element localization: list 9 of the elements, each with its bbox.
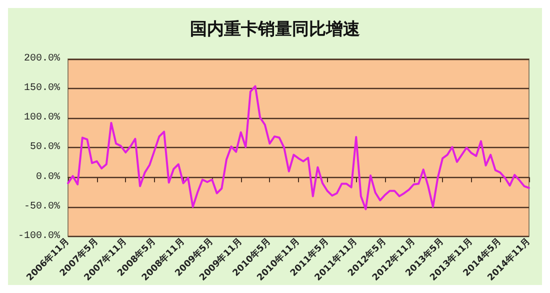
y-tick-label: 0.0% (36, 172, 60, 183)
y-tick-label: 50.0% (30, 142, 60, 154)
y-tick-label: -50.0% (24, 201, 60, 212)
y-tick-label: 100.0% (24, 112, 60, 124)
y-tick-label: 200.0% (24, 54, 60, 64)
chart-title: 国内重卡销量同比增速 (190, 20, 360, 40)
line-series (67, 85, 530, 210)
y-tick-label: -100.0% (18, 230, 60, 242)
y-tick-label: 150.0% (24, 83, 60, 94)
